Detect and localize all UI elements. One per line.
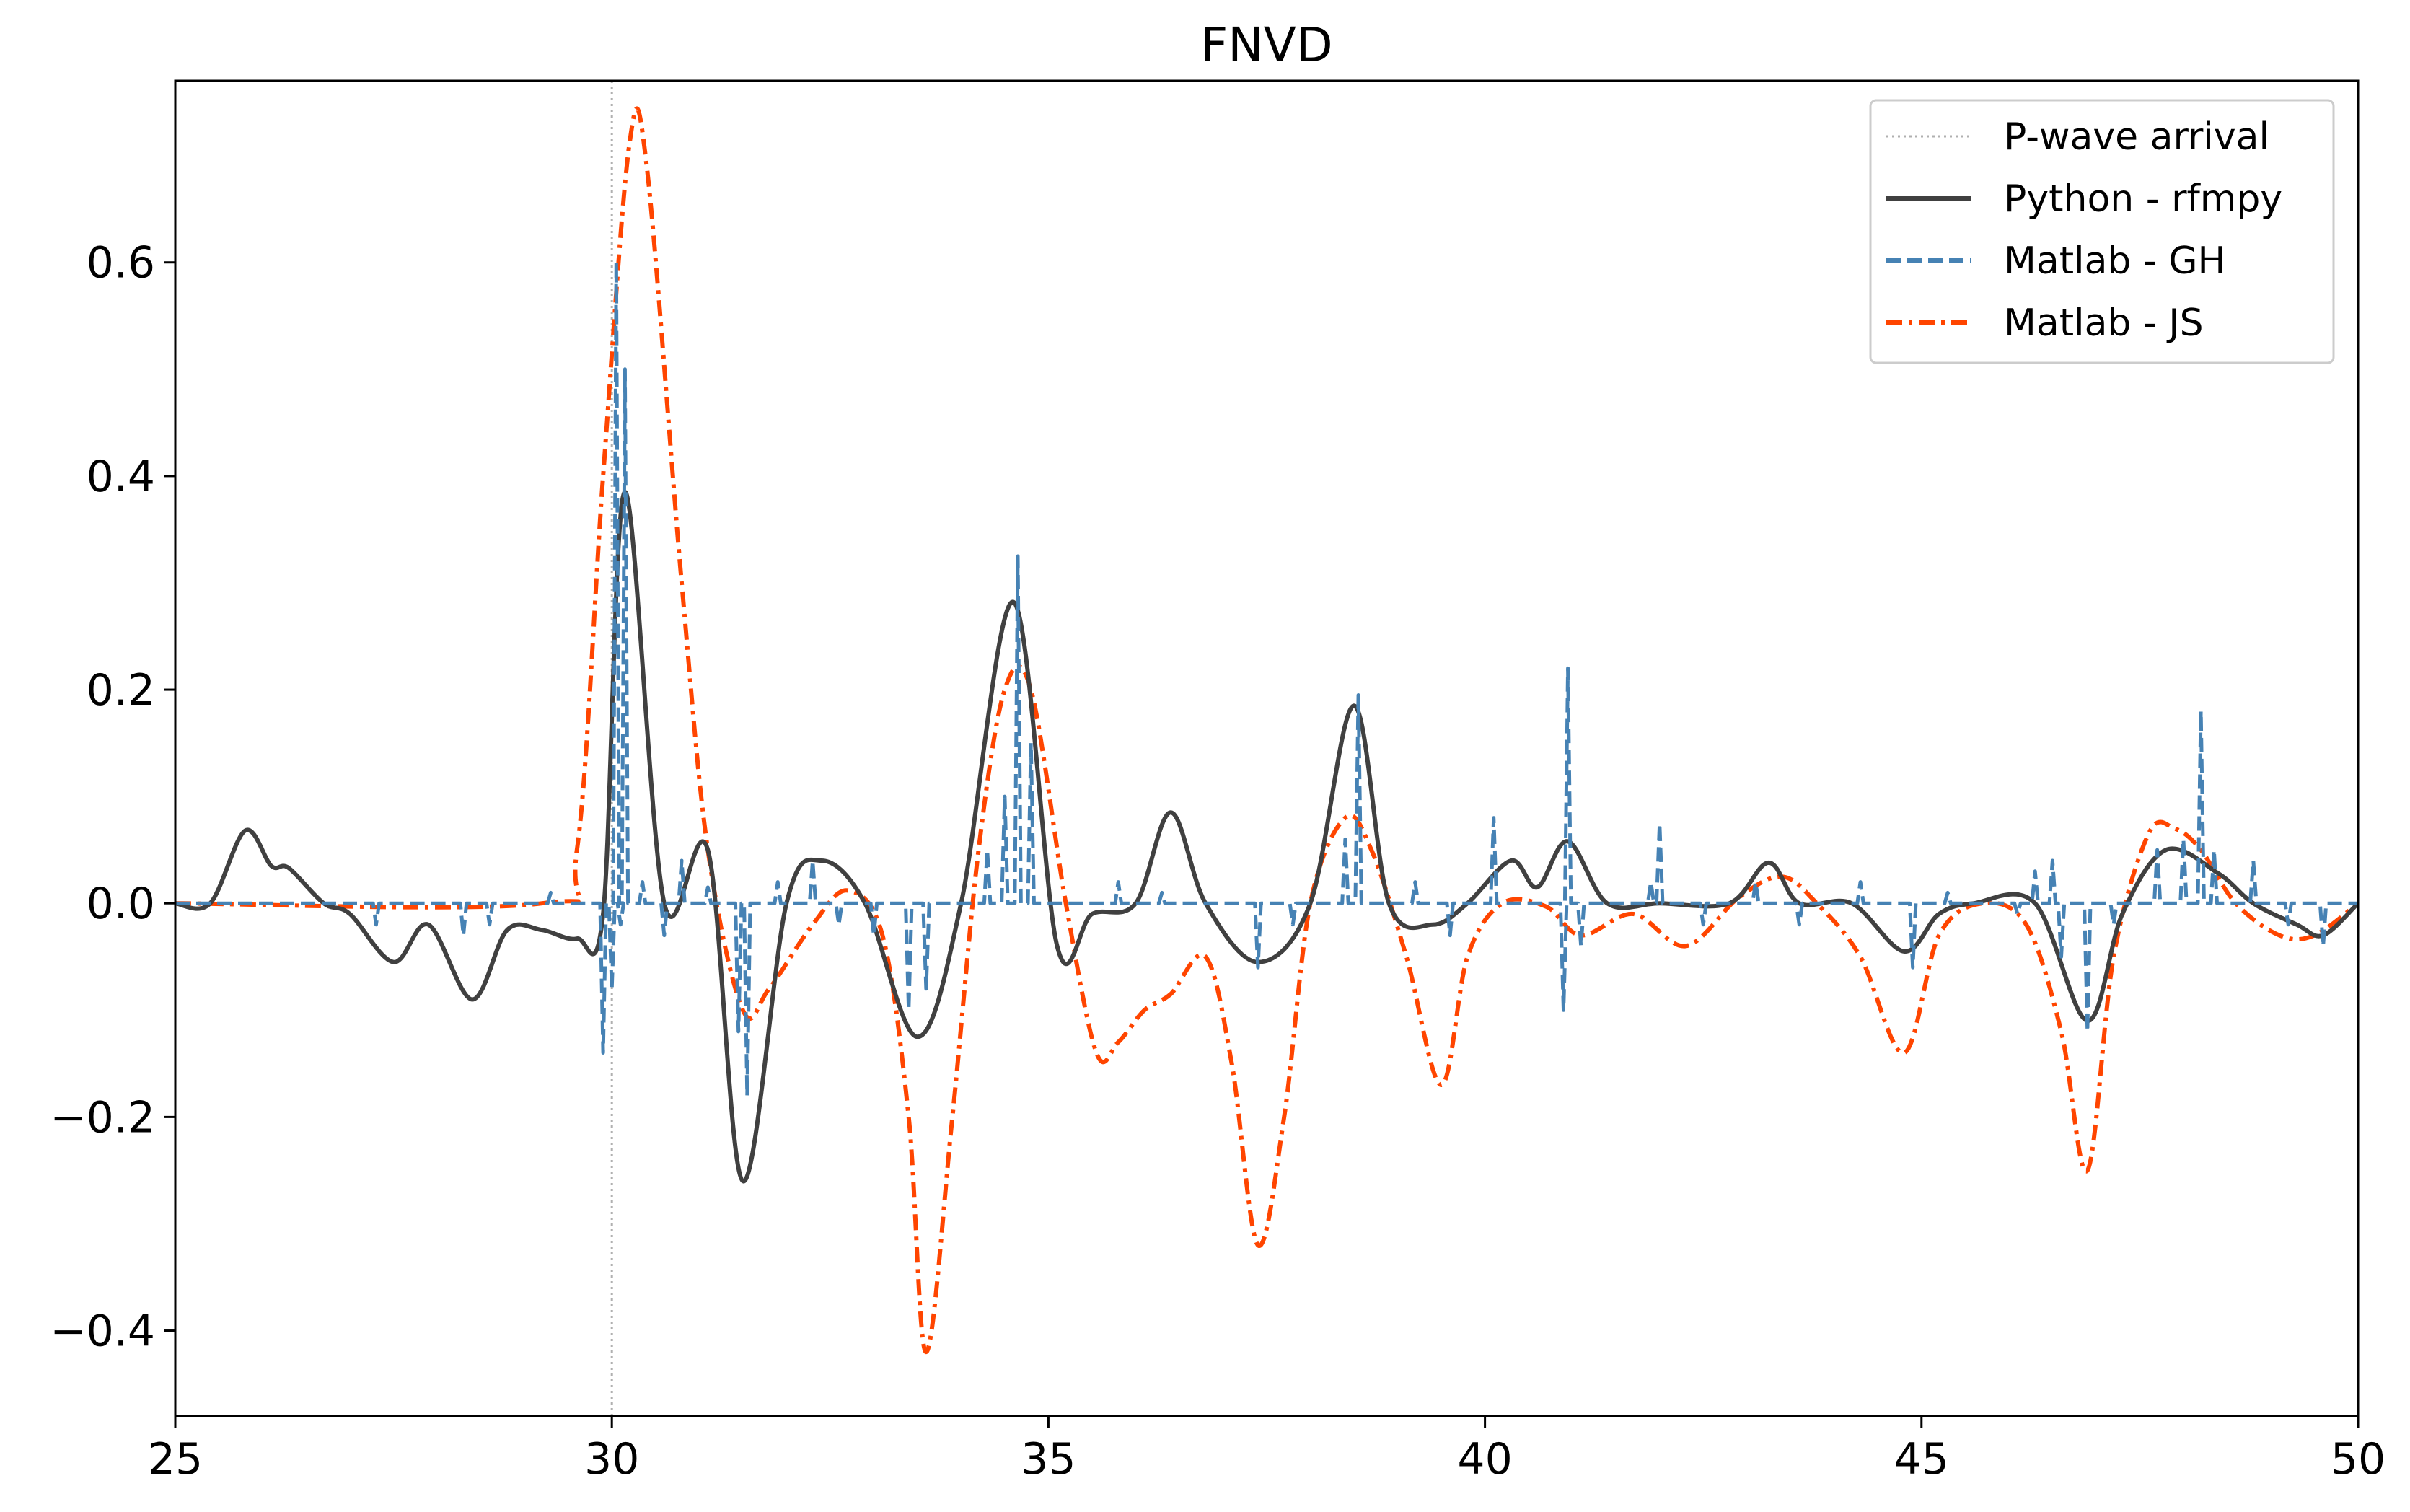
y-axis: −0.4 −0.2 0.0 0.2 0.4 0.6 (50, 238, 175, 1357)
legend-item-p-wave-arrival: P-wave arrival (1886, 115, 2269, 159)
chart-title: FNVD (1200, 17, 1332, 73)
x-tick-label: 45 (1894, 1434, 1949, 1485)
legend-item-matlab-js: Matlab - JS (1886, 302, 2204, 345)
series-line-matlab-js (175, 106, 2358, 1355)
y-tick-label: 0.2 (87, 665, 155, 716)
legend: P-wave arrival Python - rfmpy Matlab - GH M… (1869, 99, 2335, 364)
y-tick-label: 0.4 (87, 452, 155, 502)
legend-label: Matlab - JS (2004, 302, 2204, 345)
legend-item-python-rfmpy: Python - rfmpy (1886, 177, 2282, 221)
series-line-matlab-gh (175, 260, 2358, 1098)
legend-label: Matlab - GH (2004, 239, 2226, 283)
axes-frame (174, 79, 2360, 1418)
series-layer (175, 106, 2358, 1355)
legend-item-matlab-gh: Matlab - GH (1886, 239, 2226, 283)
x-tick-label: 30 (584, 1434, 639, 1485)
x-tick-label: 50 (2331, 1434, 2385, 1485)
y-tick-label: −0.4 (50, 1306, 155, 1357)
x-axis: 25 30 35 40 45 50 (148, 1416, 2385, 1485)
y-tick-label: −0.2 (50, 1092, 155, 1143)
x-tick-label: 40 (1457, 1434, 1512, 1485)
legend-label: Python - rfmpy (2004, 177, 2282, 221)
legend-box (1869, 99, 2335, 364)
y-tick-label: 0.0 (87, 879, 155, 929)
legend-label: P-wave arrival (2004, 115, 2269, 159)
x-tick-label: 25 (148, 1434, 203, 1485)
series-line-python-rfmpy (175, 490, 2358, 1184)
y-tick-label: 0.6 (87, 238, 155, 289)
x-tick-label: 35 (1021, 1434, 1076, 1485)
